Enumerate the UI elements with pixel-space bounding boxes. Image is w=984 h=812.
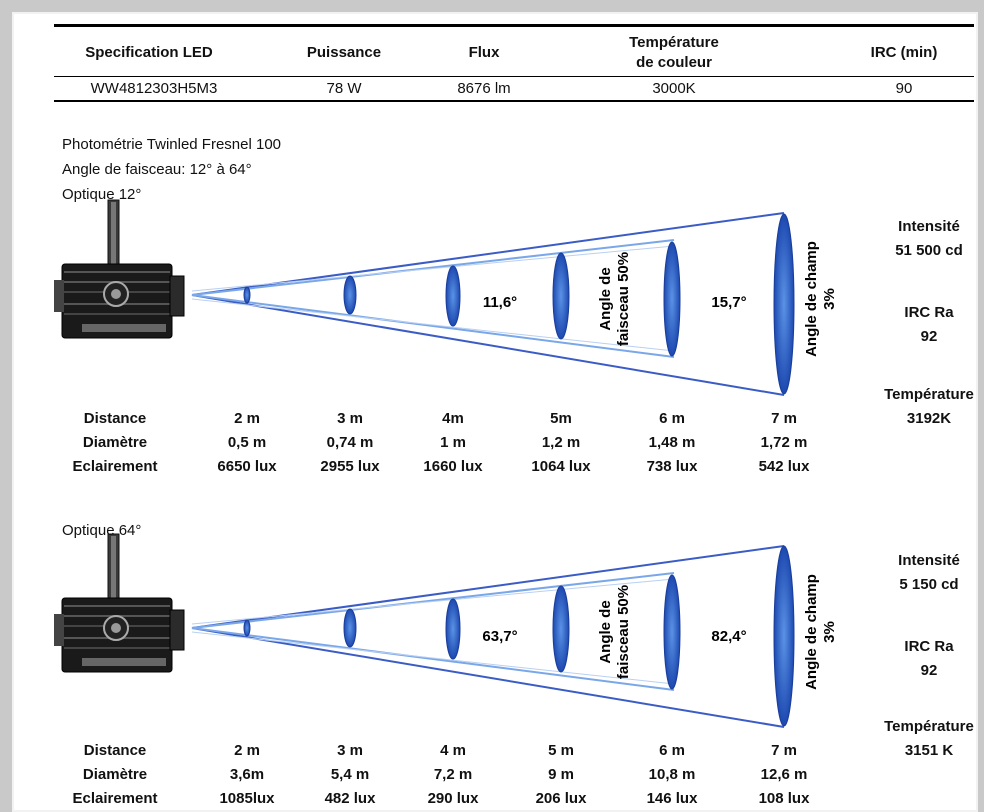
beam-cone-1 [191,212,795,396]
eclairement-label-2: Eclairement [72,790,158,807]
field-label-1b: 3% [821,288,838,310]
eclairement-cell: 1064 lux [531,458,591,475]
eclairement-cell: 482 lux [324,790,376,807]
eclairement-cell: 290 lux [427,790,479,807]
eclairement-cell: 206 lux [535,790,587,807]
intensity-value-1: 51 500 cd [895,242,963,259]
eclairement-cell: 108 lux [758,790,810,807]
diametre-cell: 7,2 m [433,766,473,783]
header-spec-led: Specification LED [85,44,213,61]
photometry-sheet: Specification LED Puissance Flux Tempéra… [12,12,978,812]
irc-label-1: IRC Ra [904,304,954,321]
distance-cell: 5m [550,410,572,427]
distance-cell: 4 m [440,742,466,759]
distance-cell: 7 m [771,742,797,759]
distance-label-1: Distance [83,410,147,427]
temperature-label-2: Température [884,718,974,735]
diametre-cell: 5,4 m [330,766,370,783]
eclairement-cell: 1660 lux [423,458,483,475]
flux-value: 8676 lm [457,80,511,97]
eclairement-cell: 2955 lux [320,458,380,475]
intensity-label-2: Intensité [898,552,960,569]
beam-label-1b: faisceau 50% [615,252,632,346]
eclairement-label-1: Eclairement [72,458,158,475]
diametre-cell: 9 m [548,766,574,783]
header-irc: IRC (min) [870,44,938,61]
header-temperature-line2: de couleur [636,54,712,71]
diametre-label-2: Diamètre [82,766,148,783]
beam-angle-range: Angle de faisceau: 12° à 64° [62,161,252,178]
table-header-rule [54,76,974,77]
diametre-label-1: Diamètre [82,434,148,451]
diametre-cell: 1,72 m [760,434,808,451]
eclairement-cell: 146 lux [646,790,698,807]
header-flux: Flux [468,44,500,61]
header-temperature-line1: Température [629,34,719,51]
beam-diagram-svg: 11,6° 15,7° Angle de faisceau 50% Angle … [54,199,838,728]
distance-cell: 3 m [337,742,363,759]
table-top-rule [54,24,974,27]
temperature-value-2: 3151 K [904,742,954,759]
header-puissance: Puissance [306,44,382,61]
distance-cell: 3 m [337,410,363,427]
temperature-label-1: Température [884,386,974,403]
diametre-cell: 0,74 m [326,434,374,451]
diametre-cell: 10,8 m [648,766,696,783]
eclairement-cell: 738 lux [646,458,698,475]
distance-cell: 2 m [234,742,260,759]
distance-cell: 4m [442,410,464,427]
diametre-cell: 3,6m [229,766,265,783]
beam-label-2b: faisceau 50% [615,585,632,679]
beam-cone-2 [191,545,795,728]
distance-cell: 7 m [771,410,797,427]
beam-angle-value-1: 11,6° [483,294,517,311]
distance-cell: 5 m [548,742,574,759]
puissance-value: 78 W [326,80,362,97]
field-angle-value-1: 15,7° [711,294,746,311]
diametre-cell: 1,2 m [541,434,581,451]
irc-label-2: IRC Ra [904,638,954,655]
field-label-2b: 3% [821,621,838,643]
temperature-value: 3000K [652,80,696,97]
beam-label-1a: Angle de [597,267,614,330]
photometry-title: Photométrie Twinled Fresnel 100 [62,136,282,153]
intensity-label-1: Intensité [898,218,960,235]
distance-label-2: Distance [83,742,147,759]
table-bottom-rule [54,100,974,102]
optic-64-label: Optique 64° [62,522,142,539]
diametre-cell: 0,5 m [227,434,267,451]
projector-2 [54,533,185,673]
eclairement-cell: 542 lux [758,458,810,475]
intensity-value-2: 5 150 cd [899,576,959,593]
beam-label-2a: Angle de [597,600,614,663]
temperature-value-1: 3192K [906,410,952,427]
field-angle-value-2: 82,4° [711,628,746,645]
beam-angle-value-2: 63,7° [482,628,517,645]
projector-1 [54,199,185,339]
optic-12-label: Optique 12° [62,186,142,203]
irc-value-1: 92 [920,328,938,345]
irc-value-2: 92 [920,662,938,679]
diametre-cell: 12,6 m [760,766,808,783]
eclairement-cell: 6650 lux [217,458,277,475]
eclairement-cell: 1085lux [219,790,275,807]
irc-value: 90 [895,80,913,97]
diametre-cell: 1 m [440,434,466,451]
distance-cell: 2 m [234,410,260,427]
distance-cell: 6 m [659,410,685,427]
distance-cell: 6 m [659,742,685,759]
diametre-cell: 1,48 m [648,434,696,451]
field-label-2a: Angle de champ [803,574,820,690]
spec-led-value: WW4812303H5M3 [90,80,218,97]
field-label-1a: Angle de champ [803,241,820,357]
